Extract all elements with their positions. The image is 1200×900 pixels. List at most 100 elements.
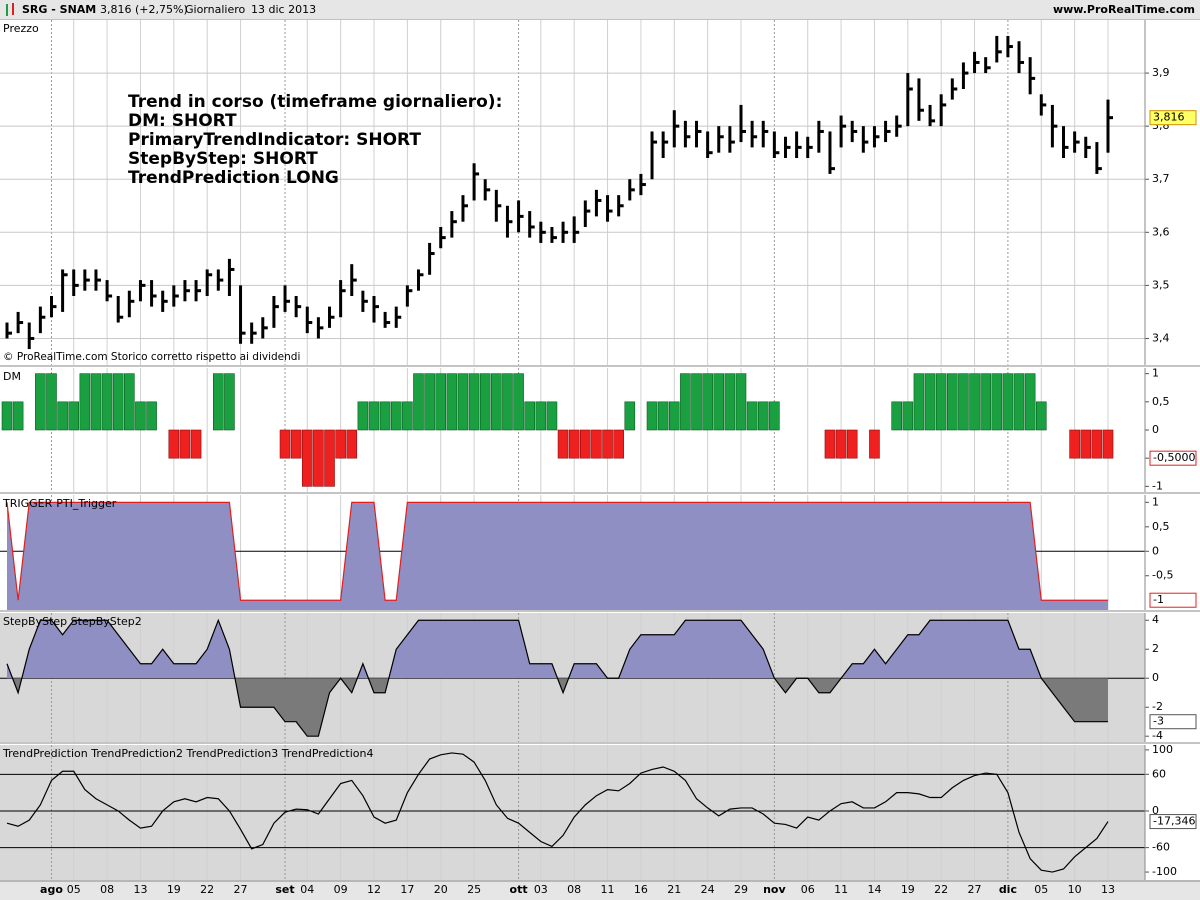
- area-fill: [7, 502, 1108, 610]
- dm-bar: [46, 373, 57, 431]
- dm-bar: [591, 429, 602, 459]
- dm-bar: [213, 373, 224, 431]
- area-fill-negative: [7, 678, 1108, 737]
- dm-bar: [279, 429, 291, 459]
- footnote: © ProRealTime.com Storico corretto rispe…: [3, 351, 300, 363]
- dm-bar: [190, 429, 202, 459]
- x-tick-label: 19: [901, 883, 915, 896]
- dm-bar: [524, 401, 535, 431]
- panel-subtitle: PTI_Trigger: [56, 497, 117, 510]
- last-value-label: -3: [1153, 715, 1164, 728]
- x-tick-label: 22: [934, 883, 948, 896]
- axis-background: [1145, 368, 1200, 492]
- x-tick-label: 22: [200, 883, 214, 896]
- header-icon: [6, 3, 14, 16]
- dm-bar: [12, 401, 24, 431]
- y-tick-label: 3,4: [1152, 331, 1170, 344]
- y-tick-label: 2: [1152, 642, 1159, 655]
- dm-bar: [301, 429, 313, 487]
- x-tick-label: 10: [1068, 883, 1082, 896]
- dm-bar: [713, 373, 725, 431]
- y-tick-label: 1: [1152, 367, 1159, 380]
- dm-bar: [502, 373, 513, 431]
- y-tick-label: 4: [1152, 613, 1159, 626]
- dm-bar: [613, 429, 624, 459]
- dm-bar: [112, 373, 124, 431]
- x-tick-label: 17: [400, 883, 414, 896]
- dm-bar: [346, 429, 358, 459]
- y-tick-label: -100: [1152, 865, 1177, 878]
- dm-bar: [1069, 429, 1080, 459]
- x-tick-label: 08: [100, 883, 114, 896]
- dm-bar: [535, 401, 547, 431]
- dm-bar: [101, 373, 113, 431]
- axis-background: [1145, 495, 1200, 610]
- dm-bar: [935, 373, 947, 431]
- dm-bar: [35, 373, 46, 431]
- x-tick-label: 27: [968, 883, 982, 896]
- panel-title: TRIGGER: [2, 497, 53, 510]
- dm-bar: [335, 429, 346, 459]
- y-tick-label: 100: [1152, 743, 1173, 756]
- dm-bar: [135, 401, 146, 431]
- dm-bar: [680, 373, 691, 431]
- dm-bar: [168, 429, 180, 459]
- dm-bar: [991, 373, 1003, 431]
- dm-bar: [891, 401, 902, 431]
- dm-bar: [846, 429, 858, 459]
- dm-bar: [724, 373, 736, 431]
- y-tick-label: 0,5: [1152, 395, 1170, 408]
- y-tick-label: 0,5: [1152, 520, 1170, 533]
- dm-bar: [546, 401, 558, 431]
- last-value-box: [1149, 714, 1197, 730]
- dm-bar: [413, 373, 424, 431]
- dm-bar: [980, 373, 991, 431]
- dm-bar: [79, 373, 91, 431]
- dm-bar: [757, 401, 769, 431]
- x-tick-label: 05: [67, 883, 81, 896]
- x-tick-label: 14: [867, 883, 881, 896]
- panel-background: [0, 745, 1145, 880]
- dm-bar: [769, 401, 780, 431]
- x-tick-label: nov: [763, 883, 786, 896]
- dm-bar: [969, 373, 980, 431]
- last-value-box: [1149, 450, 1197, 466]
- dm-bar: [513, 373, 524, 431]
- x-tick-label: 29: [734, 883, 748, 896]
- y-tick-label: 3,7: [1152, 172, 1170, 185]
- panel-title: Prezzo: [3, 22, 39, 35]
- dm-bar: [379, 401, 391, 431]
- x-tick-label: 11: [834, 883, 848, 896]
- header-symbol: SRG - SNAM: [22, 3, 96, 16]
- dm-bar: [224, 373, 235, 431]
- dm-bar: [368, 401, 380, 431]
- dm-bar: [657, 401, 669, 431]
- y-tick-label: 0: [1152, 804, 1159, 817]
- dm-bar: [1035, 401, 1047, 431]
- annotation: DM: SHORT: [128, 111, 237, 131]
- area-fill-positive: [7, 620, 1042, 679]
- last-value-label: -0,5000: [1153, 451, 1195, 464]
- dm-bar: [835, 429, 847, 459]
- dm-bar: [1080, 429, 1092, 459]
- dm-bar: [390, 401, 402, 431]
- dm-bar: [357, 401, 369, 431]
- dm-bar: [557, 429, 569, 459]
- x-tick-label: 13: [1101, 883, 1115, 896]
- x-tick-label: set: [275, 883, 294, 896]
- annotation: TrendPrediction LONG: [128, 168, 339, 188]
- dm-bar: [1091, 429, 1103, 459]
- annotation: PrimaryTrendIndicator: SHORT: [128, 130, 421, 150]
- dm-bar: [568, 429, 580, 459]
- dm-bar: [179, 429, 191, 459]
- last-value-label: -1: [1153, 593, 1164, 606]
- dm-bar: [313, 429, 324, 487]
- y-tick-label: 3,9: [1152, 66, 1170, 79]
- x-tick-label: 27: [234, 883, 248, 896]
- area-line: [6, 618, 1108, 737]
- x-tick-label: 16: [634, 883, 648, 896]
- x-tick-label: 03: [534, 883, 548, 896]
- x-tick-label: 21: [667, 883, 681, 896]
- y-tick-label: 1: [1152, 495, 1159, 508]
